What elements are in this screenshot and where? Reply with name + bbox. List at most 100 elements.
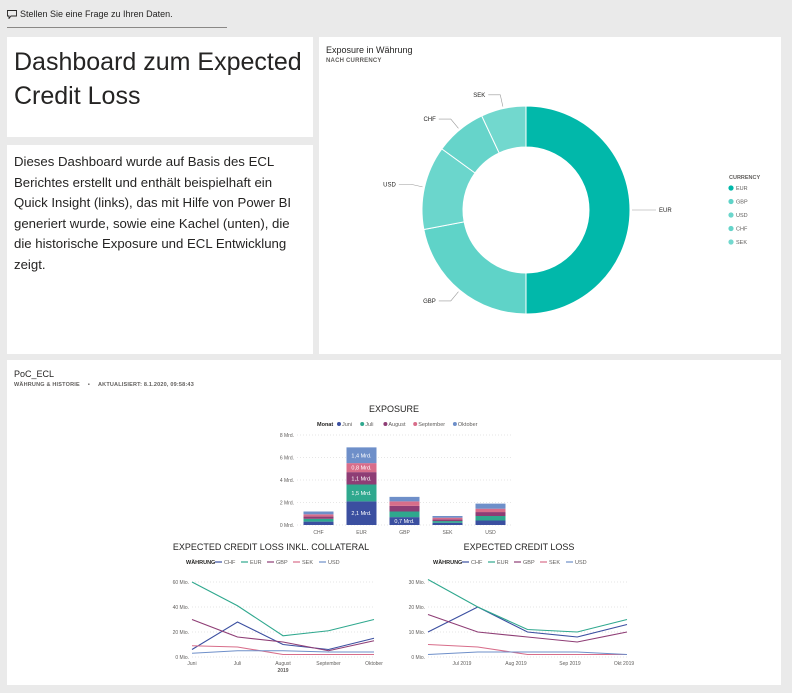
qa-search-box[interactable]: Stellen Sie eine Frage zu Ihren Daten. bbox=[7, 9, 227, 28]
donut-label-gbp: GBP bbox=[423, 299, 436, 305]
poc-ecl-charts[interactable]: EXPOSURE Monat Juni Juli August September Okto… bbox=[7, 360, 781, 685]
description-tile[interactable]: Dieses Dashboard wurde auf Basis des ECL… bbox=[7, 145, 313, 354]
ecl-legend-label-gbp: GBP bbox=[523, 560, 535, 566]
exposure-ytick: 6 Mrd. bbox=[280, 456, 294, 462]
exposure-bar-usd-september bbox=[475, 508, 506, 513]
donut-chart[interactable]: EUR GBP USD CHF SEK CURRENCY EUR GBP USD CHF SEK bbox=[319, 37, 781, 354]
donut-label-sek: SEK bbox=[473, 93, 485, 99]
ecl-line-eur bbox=[427, 579, 628, 633]
ecl-legend-label-sek: SEK bbox=[549, 560, 560, 566]
exposure-bar-chf-september bbox=[303, 514, 334, 517]
legend-label-eur: EUR bbox=[736, 186, 748, 192]
description-text: Dieses Dashboard wurde auf Basis des ECL… bbox=[14, 154, 292, 272]
legend-marker-sek bbox=[728, 239, 734, 245]
ecl-collateral-legend-label-chf: CHF bbox=[224, 560, 236, 566]
leader-line-sek bbox=[488, 94, 504, 107]
exposure-xtick: USD bbox=[485, 530, 496, 536]
donut-tile-subtitle: NACH CURRENCY bbox=[326, 58, 382, 64]
exposure-bar-sek-juli bbox=[432, 521, 463, 523]
subtitle-left: WÄHRUNG & HISTORIE bbox=[14, 382, 80, 388]
legend-title: CURRENCY bbox=[729, 175, 761, 181]
exposure-legend-label-september: September bbox=[418, 422, 445, 428]
legend-label-usd: USD bbox=[736, 213, 748, 219]
ecl-collateral-legend-label-sek: SEK bbox=[302, 560, 313, 566]
exposure-data-label: 0,8 Mrd. bbox=[351, 466, 372, 472]
ecl-legend-label-usd: USD bbox=[575, 560, 587, 566]
legend-label-sek: SEK bbox=[736, 240, 747, 246]
ecl-collateral-title: EXPECTED CREDIT LOSS INKL. COLLATERAL bbox=[173, 542, 369, 552]
exposure-bar-chf-oktober bbox=[303, 511, 334, 515]
exposure-bar-eur-juni bbox=[346, 501, 377, 525]
exposure-data-label: 2,1 Mrd. bbox=[351, 511, 372, 517]
poc-ecl-title: PoC_ECL bbox=[14, 369, 55, 379]
exposure-legend-marker-september bbox=[413, 422, 418, 426]
donut-tile-title: Exposure in Währung bbox=[326, 45, 413, 55]
ecl-collateral-ytick: 60 Mio. bbox=[173, 580, 189, 586]
exposure-title: EXPOSURE bbox=[369, 404, 419, 414]
ecl-ytick: 20 Mio. bbox=[409, 605, 425, 611]
exposure-bar-eur-juli bbox=[346, 484, 377, 502]
ecl-collateral-ytick: 0 Mio. bbox=[175, 655, 189, 661]
dashboard-title: Dashboard zum Expected Credit Loss bbox=[14, 48, 302, 110]
donut-slice-sek bbox=[481, 105, 527, 154]
exposure-bar-usd-august bbox=[475, 512, 506, 516]
exposure-bar-sek-oktober bbox=[432, 516, 463, 518]
ecl-collateral-ytick: 40 Mio. bbox=[173, 605, 189, 611]
donut-label-usd: USD bbox=[383, 182, 396, 188]
ecl-xtick: Jul 2019 bbox=[453, 661, 472, 667]
donut-label-chf: CHF bbox=[423, 117, 436, 123]
exposure-bar-gbp-juli bbox=[389, 511, 420, 518]
ecl-xtick: Okt 2019 bbox=[614, 661, 635, 667]
exposure-xtick: CHF bbox=[313, 530, 323, 536]
exposure-bar-eur-oktober bbox=[346, 447, 377, 464]
exposure-bar-chf-juli bbox=[303, 518, 334, 522]
ecl-xtick: Aug 2019 bbox=[505, 661, 527, 667]
exposure-legend-label-august: August bbox=[388, 422, 406, 428]
ecl-collateral-legend-label-usd: USD bbox=[328, 560, 340, 566]
exposure-bar-sek-juni bbox=[432, 522, 463, 525]
exposure-legend-marker-juni bbox=[337, 422, 341, 426]
exposure-ytick: 8 Mrd. bbox=[280, 433, 294, 439]
ecl-ytick: 0 Mio. bbox=[411, 655, 425, 661]
ecl-collateral-xtick: Oktober bbox=[365, 661, 383, 667]
ecl-line-gbp bbox=[427, 613, 628, 643]
ecl-ytick: 10 Mio. bbox=[409, 630, 425, 636]
ecl-collateral-line-gbp bbox=[191, 618, 375, 652]
exposure-legend-marker-oktober bbox=[452, 422, 457, 426]
exposure-ytick: 4 Mrd. bbox=[280, 478, 294, 484]
ecl-legend-label-eur: EUR bbox=[497, 560, 509, 566]
exposure-legend-label-oktober: Oktober bbox=[458, 422, 478, 428]
exposure-data-label: 1,5 Mrd. bbox=[351, 491, 372, 497]
ecl-legend-label-chf: CHF bbox=[471, 560, 483, 566]
exposure-bar-sek-september bbox=[432, 517, 463, 520]
ecl-line-chf bbox=[427, 606, 628, 638]
ecl-ytick: 30 Mio. bbox=[409, 580, 425, 586]
title-tile[interactable]: Dashboard zum Expected Credit Loss bbox=[7, 37, 313, 137]
ecl-collateral-ytick: 20 Mio. bbox=[173, 630, 189, 636]
donut-slice-gbp bbox=[423, 221, 527, 315]
exposure-bar-chf-august bbox=[303, 516, 334, 519]
exposure-data-label: 0,7 Mrd. bbox=[394, 519, 415, 525]
exposure-ytick: 0 Mrd. bbox=[280, 523, 294, 529]
exposure-bar-usd-juli bbox=[475, 516, 506, 521]
exposure-bar-chf-juni bbox=[303, 521, 334, 525]
ecl-collateral-xtick: August bbox=[275, 661, 291, 667]
donut-tile[interactable]: Exposure in Währung NACH CURRENCY EUR GBP… bbox=[319, 37, 781, 354]
ecl-collateral-xtick: Juli bbox=[234, 661, 242, 667]
donut-label-eur: EUR bbox=[659, 208, 672, 214]
poc-ecl-tile[interactable]: PoC_ECL WÄHRUNG & HISTORIE • AKTUALISIERT:… bbox=[7, 360, 781, 685]
ecl-line-usd bbox=[427, 651, 628, 656]
speech-bubble-icon bbox=[7, 10, 17, 19]
exposure-bar-gbp-august bbox=[389, 505, 420, 512]
legend-label-chf: CHF bbox=[736, 227, 748, 233]
ecl-collateral-xtick: Juni bbox=[187, 661, 196, 667]
exposure-data-label: 1,4 Mrd. bbox=[351, 453, 372, 459]
ecl-collateral-legend-label-gbp: GBP bbox=[276, 560, 288, 566]
exposure-xtick: GBP bbox=[399, 530, 410, 536]
exposure-bar-gbp-oktober bbox=[389, 496, 420, 502]
qa-placeholder: Stellen Sie eine Frage zu Ihren Daten. bbox=[20, 9, 173, 19]
exposure-xtick: EUR bbox=[356, 530, 367, 536]
ecl-xtick: Sep 2019 bbox=[559, 661, 581, 667]
exposure-legend-marker-juli bbox=[360, 422, 365, 426]
ecl-collateral-legend-label-eur: EUR bbox=[250, 560, 262, 566]
